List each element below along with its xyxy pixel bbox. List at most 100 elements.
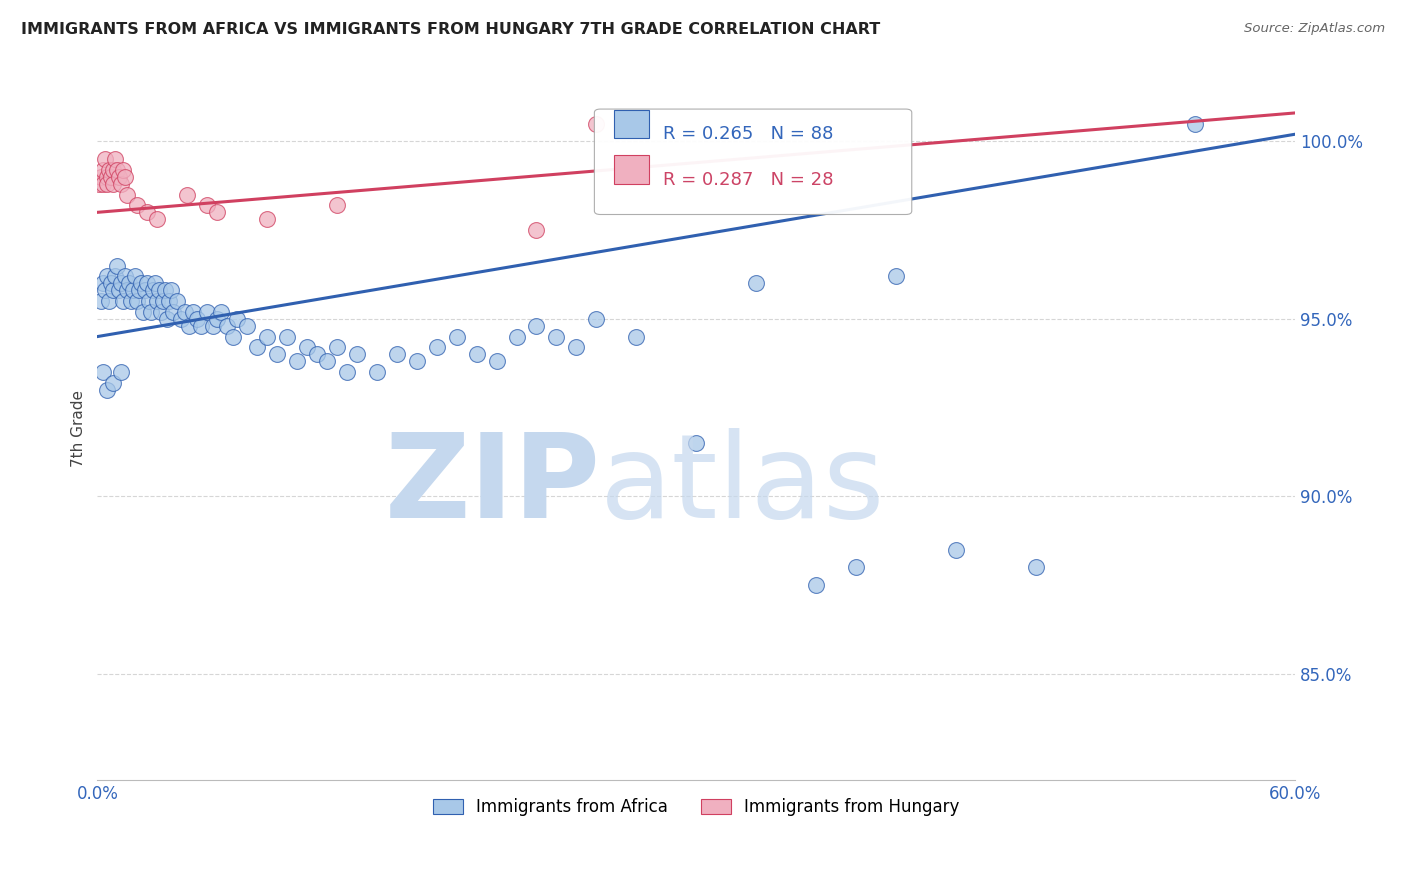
Text: IMMIGRANTS FROM AFRICA VS IMMIGRANTS FROM HUNGARY 7TH GRADE CORRELATION CHART: IMMIGRANTS FROM AFRICA VS IMMIGRANTS FRO… xyxy=(21,22,880,37)
Point xyxy=(117,187,139,202)
Point xyxy=(132,304,155,318)
Point xyxy=(305,347,328,361)
Point xyxy=(585,117,607,131)
Point xyxy=(98,294,121,309)
Point xyxy=(117,284,139,298)
Point xyxy=(94,284,117,298)
Point xyxy=(336,365,359,379)
Point xyxy=(465,347,488,361)
FancyBboxPatch shape xyxy=(595,109,911,214)
Point xyxy=(103,376,125,390)
Point xyxy=(90,294,112,309)
Point xyxy=(89,177,111,191)
Point xyxy=(295,340,318,354)
Point xyxy=(105,162,128,177)
Point xyxy=(90,169,112,184)
Point xyxy=(745,277,768,291)
Point xyxy=(142,284,165,298)
Point xyxy=(156,311,179,326)
Point xyxy=(96,383,118,397)
Point xyxy=(96,169,118,184)
Point xyxy=(246,340,269,354)
Point xyxy=(91,162,114,177)
Point xyxy=(160,284,183,298)
Point xyxy=(104,152,127,166)
Point xyxy=(565,340,588,354)
Text: atlas: atlas xyxy=(600,427,886,542)
Point xyxy=(195,198,218,212)
Point xyxy=(96,177,118,191)
Point xyxy=(256,212,278,227)
Point xyxy=(1184,117,1206,131)
Point xyxy=(446,329,468,343)
Point xyxy=(205,311,228,326)
Point xyxy=(804,578,827,592)
Point xyxy=(266,347,288,361)
Point xyxy=(114,169,136,184)
Point xyxy=(150,304,173,318)
Point xyxy=(326,340,349,354)
Point xyxy=(127,294,149,309)
Point xyxy=(103,177,125,191)
Point xyxy=(217,318,239,333)
Point xyxy=(110,177,132,191)
Point xyxy=(166,294,188,309)
Point xyxy=(148,284,170,298)
Point xyxy=(162,304,184,318)
Point xyxy=(256,329,278,343)
Point xyxy=(505,329,527,343)
Point xyxy=(127,198,149,212)
Point xyxy=(405,354,427,368)
Point xyxy=(124,269,146,284)
Text: ZIP: ZIP xyxy=(384,427,600,542)
Point xyxy=(190,318,212,333)
Point xyxy=(526,223,548,237)
Legend: Immigrants from Africa, Immigrants from Hungary: Immigrants from Africa, Immigrants from … xyxy=(425,790,969,825)
Point xyxy=(326,198,349,212)
Point xyxy=(209,304,232,318)
Point xyxy=(186,311,208,326)
Point xyxy=(179,318,201,333)
Point xyxy=(146,212,169,227)
Point xyxy=(845,560,868,574)
Point xyxy=(181,304,204,318)
Text: R = 0.287   N = 28: R = 0.287 N = 28 xyxy=(662,171,834,189)
Point xyxy=(96,269,118,284)
Point xyxy=(316,354,339,368)
Point xyxy=(128,284,150,298)
Point xyxy=(108,284,131,298)
Point xyxy=(236,318,259,333)
Point xyxy=(110,365,132,379)
Point xyxy=(94,152,117,166)
Point xyxy=(170,311,193,326)
Point xyxy=(276,329,298,343)
Point xyxy=(100,277,122,291)
Point xyxy=(526,318,548,333)
Point xyxy=(626,329,648,343)
Point xyxy=(143,277,166,291)
Point xyxy=(114,269,136,284)
Point xyxy=(426,340,449,354)
Point xyxy=(155,284,177,298)
Point xyxy=(385,347,408,361)
FancyBboxPatch shape xyxy=(613,110,650,138)
Point xyxy=(122,284,145,298)
Point xyxy=(100,169,122,184)
Point xyxy=(226,311,249,326)
Point xyxy=(152,294,174,309)
Point xyxy=(138,294,160,309)
Text: Source: ZipAtlas.com: Source: ZipAtlas.com xyxy=(1244,22,1385,36)
Point xyxy=(103,284,125,298)
Point xyxy=(108,169,131,184)
Point xyxy=(134,284,156,298)
Point xyxy=(174,304,197,318)
Point xyxy=(141,304,163,318)
Point xyxy=(91,177,114,191)
Point xyxy=(884,269,907,284)
Point xyxy=(205,205,228,219)
Point xyxy=(136,277,159,291)
Point xyxy=(98,162,121,177)
Point xyxy=(104,269,127,284)
Point xyxy=(366,365,388,379)
Point xyxy=(546,329,568,343)
